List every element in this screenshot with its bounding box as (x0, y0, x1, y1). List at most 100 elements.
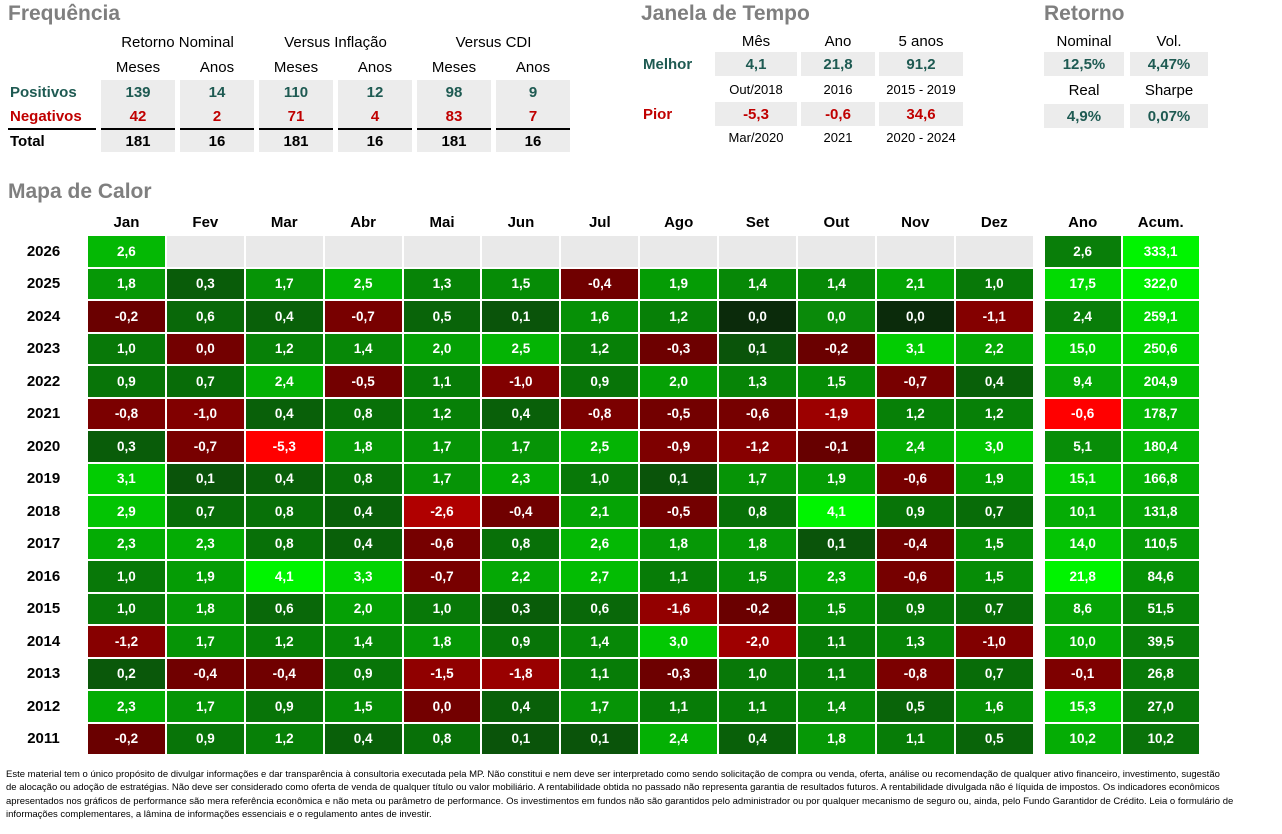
heatmap-cell: 1,5 (954, 527, 1034, 560)
freq-group-header: Retorno Nominal (121, 34, 234, 51)
heatmap-cell: 1,1 (875, 722, 955, 755)
heatmap-cell: -1,0 (954, 625, 1034, 658)
heatmap-cell: 1,4 (560, 625, 640, 658)
heatmap-cell: 0,4 (244, 397, 324, 430)
heatmap-cell: 0,8 (244, 527, 324, 560)
janela-title: Janela de Tempo (641, 2, 810, 25)
heatmap-cell: 0,3 (165, 267, 245, 300)
freq-value: 16 (180, 128, 254, 152)
heatmap-cell: -0,2 (718, 592, 798, 625)
heatmap-cell: 0,8 (402, 722, 482, 755)
heatmap-cell: 0,8 (718, 495, 798, 528)
heatmap-cell (875, 235, 955, 268)
freq-sub-header: Meses (115, 59, 161, 76)
heatmap-ano-cell: 15,1 (1043, 462, 1122, 495)
janela-col-header: 5 anos (898, 32, 944, 50)
janela-period: 2015 - 2019 (886, 81, 956, 97)
retorno-value: 4,47% (1130, 52, 1208, 76)
freq-value: 7 (496, 104, 570, 128)
heatmap-cell: 0,1 (560, 722, 640, 755)
heatmap-cell: -0,4 (244, 657, 324, 690)
heatmap-acum-cell: 204,9 (1121, 365, 1200, 398)
heatmap-cell: 0,8 (323, 462, 403, 495)
heatmap-acum-cell: 250,6 (1121, 332, 1200, 365)
freq-value: 71 (259, 104, 333, 128)
janela-value: 4,1 (715, 52, 797, 76)
heatmap-cell: 1,7 (718, 462, 798, 495)
heatmap-cell: -0,8 (875, 657, 955, 690)
heatmap-cell: 1,5 (797, 365, 876, 398)
heatmap-cell: 0,8 (481, 527, 561, 560)
freq-sub-header: Meses (431, 59, 477, 76)
janela-value: -0,6 (801, 102, 875, 126)
heatmap-cell: 1,7 (481, 430, 561, 463)
heatmap-cell: 2,4 (244, 365, 324, 398)
heatmap-cell: 0,4 (244, 462, 324, 495)
disclaimer: Este material tem o único propósito de d… (6, 768, 1278, 822)
heatmap-acum-cell: 259,1 (1121, 300, 1200, 333)
heatmap-cell: -0,1 (797, 430, 876, 463)
heatmap-cell: 1,9 (165, 560, 245, 593)
heatmap-cell: 1,1 (639, 560, 719, 593)
heatmap-cell: 1,9 (797, 462, 876, 495)
janela-value: 34,6 (879, 102, 963, 126)
freq-row-label: Positivos (10, 83, 77, 101)
heatmap-cell: 2,2 (481, 560, 561, 593)
heatmap-acum-cell: 39,5 (1121, 625, 1200, 658)
heatmap-cell: 2,0 (639, 365, 719, 398)
disclaimer-line: informações complementares, a lâmina de … (6, 809, 432, 821)
heatmap-cell: 2,1 (875, 267, 955, 300)
heatmap-cell (244, 235, 324, 268)
freq-value: 2 (180, 104, 254, 128)
retorno-value: 4,9% (1044, 104, 1124, 128)
heatmap-cell: 1,4 (323, 332, 403, 365)
heatmap-cell: 0,4 (481, 397, 561, 430)
heatmap-cell: -0,5 (323, 365, 403, 398)
heatmap-cell: 0,7 (954, 657, 1034, 690)
freq-value: 14 (180, 80, 254, 104)
heatmap-cell: -2,6 (402, 495, 482, 528)
retorno-header: Real (1068, 81, 1100, 99)
heatmap-cell: -0,7 (165, 430, 245, 463)
heatmap-ano-cell: 10,2 (1043, 722, 1122, 755)
heatmap-month-header: Nov (901, 214, 930, 231)
heatmap-cell: 0,6 (560, 592, 640, 625)
heatmap-cell: 1,8 (87, 267, 166, 300)
heatmap-acum-cell: 26,8 (1121, 657, 1200, 690)
freq-value: 181 (101, 128, 175, 152)
heatmap-year-label: 2022 (26, 372, 61, 390)
heatmap-cell: 0,9 (560, 365, 640, 398)
heatmap-month-header: Jul (588, 214, 611, 231)
heatmap-cell: 0,4 (244, 300, 324, 333)
heatmap-ano-cell: 8,6 (1043, 592, 1122, 625)
heatmap-cell: 0,1 (639, 462, 719, 495)
heatmap-cell: 0,7 (954, 495, 1034, 528)
freq-group-header: Versus Inflação (284, 34, 387, 51)
heatmap-cell: 0,4 (323, 722, 403, 755)
heatmap-cell: 3,0 (639, 625, 719, 658)
heatmap-acum-cell: 322,0 (1121, 267, 1200, 300)
heatmap-ano-cell: -0,1 (1043, 657, 1122, 690)
freq-value: 139 (101, 80, 175, 104)
heatmap-acum-header: Acum. (1137, 214, 1184, 231)
heatmap-cell: -1,9 (797, 397, 876, 430)
heatmap-ano-cell: 2,4 (1043, 300, 1122, 333)
janela-period: Out/2018 (729, 81, 783, 97)
heatmap-ano-cell: -0,6 (1043, 397, 1122, 430)
freq-value: 9 (496, 80, 570, 104)
heatmap-cell: 0,0 (165, 332, 245, 365)
heatmap-cell: 1,7 (165, 690, 245, 723)
heatmap-cell: 0,3 (481, 592, 561, 625)
janela-row-label: Melhor (643, 55, 693, 73)
freq-value: 181 (417, 128, 491, 152)
heatmap-month-header: Jan (113, 214, 140, 231)
heatmap-cell: 1,7 (560, 690, 640, 723)
heatmap-cell: 1,4 (718, 267, 798, 300)
heatmap-cell: 1,2 (244, 722, 324, 755)
heatmap-cell (718, 235, 798, 268)
heatmap-ano-cell: 15,0 (1043, 332, 1122, 365)
heatmap-cell: 1,7 (402, 430, 482, 463)
heatmap-month-header: Dez (980, 214, 1008, 231)
heatmap-cell: -0,9 (639, 430, 719, 463)
retorno-section: Retorno Nominal Vol. 12,5% 4,47% Real Sharpe 4… (1044, 2, 1208, 128)
